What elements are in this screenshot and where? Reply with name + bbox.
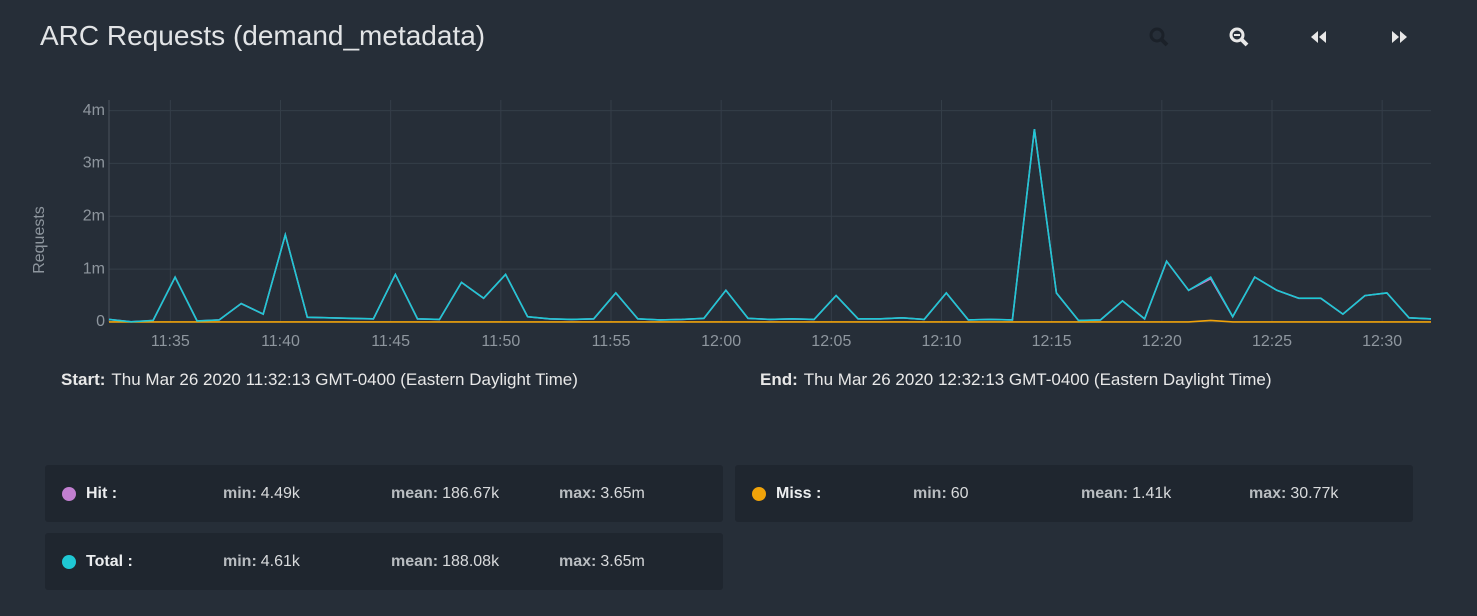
stat-label: mean: (1081, 485, 1129, 502)
stat-value: 188.08k (442, 553, 500, 570)
start-range: Start: Thu Mar 26 2020 11:32:13 GMT-0400 … (61, 370, 578, 390)
stat-value: 186.67k (442, 485, 500, 502)
x-tick-label: 11:45 (371, 333, 410, 350)
chart: Requests 0 1m 2m 3m 4m 11:35 11:40 11:45 11:50 11… (31, 100, 1432, 350)
zoom-in-button[interactable] (1148, 26, 1170, 48)
stat-label: min: (223, 553, 257, 570)
series-line (108, 128, 1432, 323)
y-tick-label: 4m (83, 102, 105, 119)
y-tick-label: 3m (83, 155, 105, 172)
series-line (108, 319, 1431, 323)
stat-value: 4.61k (260, 553, 300, 570)
legend-swatch (62, 555, 76, 569)
y-axis-label: Requests (31, 206, 48, 274)
stat: min: 4.49k (223, 485, 300, 503)
stat-label: mean: (391, 553, 439, 570)
x-tick-label: 12:20 (1142, 333, 1182, 350)
stat-value: 3.65m (600, 553, 645, 570)
x-tick-label: 12:00 (701, 333, 741, 350)
start-value: Thu Mar 26 2020 11:32:13 GMT-0400 (Easte… (111, 370, 578, 389)
x-tick-label: 11:55 (592, 333, 631, 350)
stat: max: 3.65m (559, 485, 645, 503)
zoom-out-button[interactable] (1228, 26, 1250, 48)
stat: min: 4.61k (223, 553, 300, 571)
x-tick-label: 12:25 (1252, 333, 1292, 350)
x-tick-label: 11:40 (261, 333, 300, 350)
stat-value: 30.77k (1290, 485, 1339, 502)
x-tick-label: 12:30 (1362, 333, 1402, 350)
x-tick-label: 12:10 (921, 333, 961, 350)
end-label: End: (760, 370, 798, 389)
legend-swatch (62, 487, 76, 501)
start-label: Start: (61, 370, 106, 389)
back-button[interactable] (1308, 26, 1330, 48)
stat-label: max: (559, 553, 597, 570)
legend-name: Hit : (86, 485, 118, 502)
stat-label: mean: (391, 485, 439, 502)
y-tick-label: 2m (83, 208, 105, 225)
stat: min: 60 (913, 485, 969, 503)
stat-value: 60 (950, 485, 969, 502)
stat: mean: 186.67k (391, 485, 499, 503)
legend-card: Hit : min: 4.49k mean: 186.67k max: 3.65m (45, 465, 723, 522)
stat-value: 3.65m (600, 485, 645, 502)
forward-button[interactable] (1388, 26, 1410, 48)
stat: max: 30.77k (1249, 485, 1338, 503)
legend-name: Miss : (776, 485, 822, 502)
legend-swatch (752, 487, 766, 501)
legend-card: Miss : min: 60 mean: 1.41k max: 30.77k (735, 465, 1413, 522)
panel-title: ARC Requests (demand_metadata) (40, 20, 486, 51)
y-tick-label: 0 (96, 313, 105, 330)
legend-name: Total : (86, 553, 133, 570)
x-tick-label: 11:35 (151, 333, 190, 350)
legend-card: Total : min: 4.61k mean: 188.08k max: 3.65m (45, 533, 723, 590)
end-range: End: Thu Mar 26 2020 12:32:13 GMT-0400 (E… (760, 370, 1272, 390)
stat-label: min: (913, 485, 947, 502)
stat-value: 4.49k (260, 485, 300, 502)
stat: max: 3.65m (559, 553, 645, 571)
stat-label: min: (223, 485, 257, 502)
stat: mean: 188.08k (391, 553, 499, 571)
stat: mean: 1.41k (1081, 485, 1171, 503)
stat-value: 1.41k (1132, 485, 1172, 502)
x-tick-label: 11:50 (481, 333, 520, 350)
stat-label: max: (559, 485, 597, 502)
x-tick-label: 12:15 (1032, 333, 1072, 350)
y-tick-label: 1m (83, 260, 105, 277)
series-line (108, 128, 1432, 323)
stat-label: max: (1249, 485, 1287, 502)
x-tick-label: 12:05 (811, 333, 851, 350)
end-value: Thu Mar 26 2020 12:32:13 GMT-0400 (Easte… (803, 370, 1272, 389)
